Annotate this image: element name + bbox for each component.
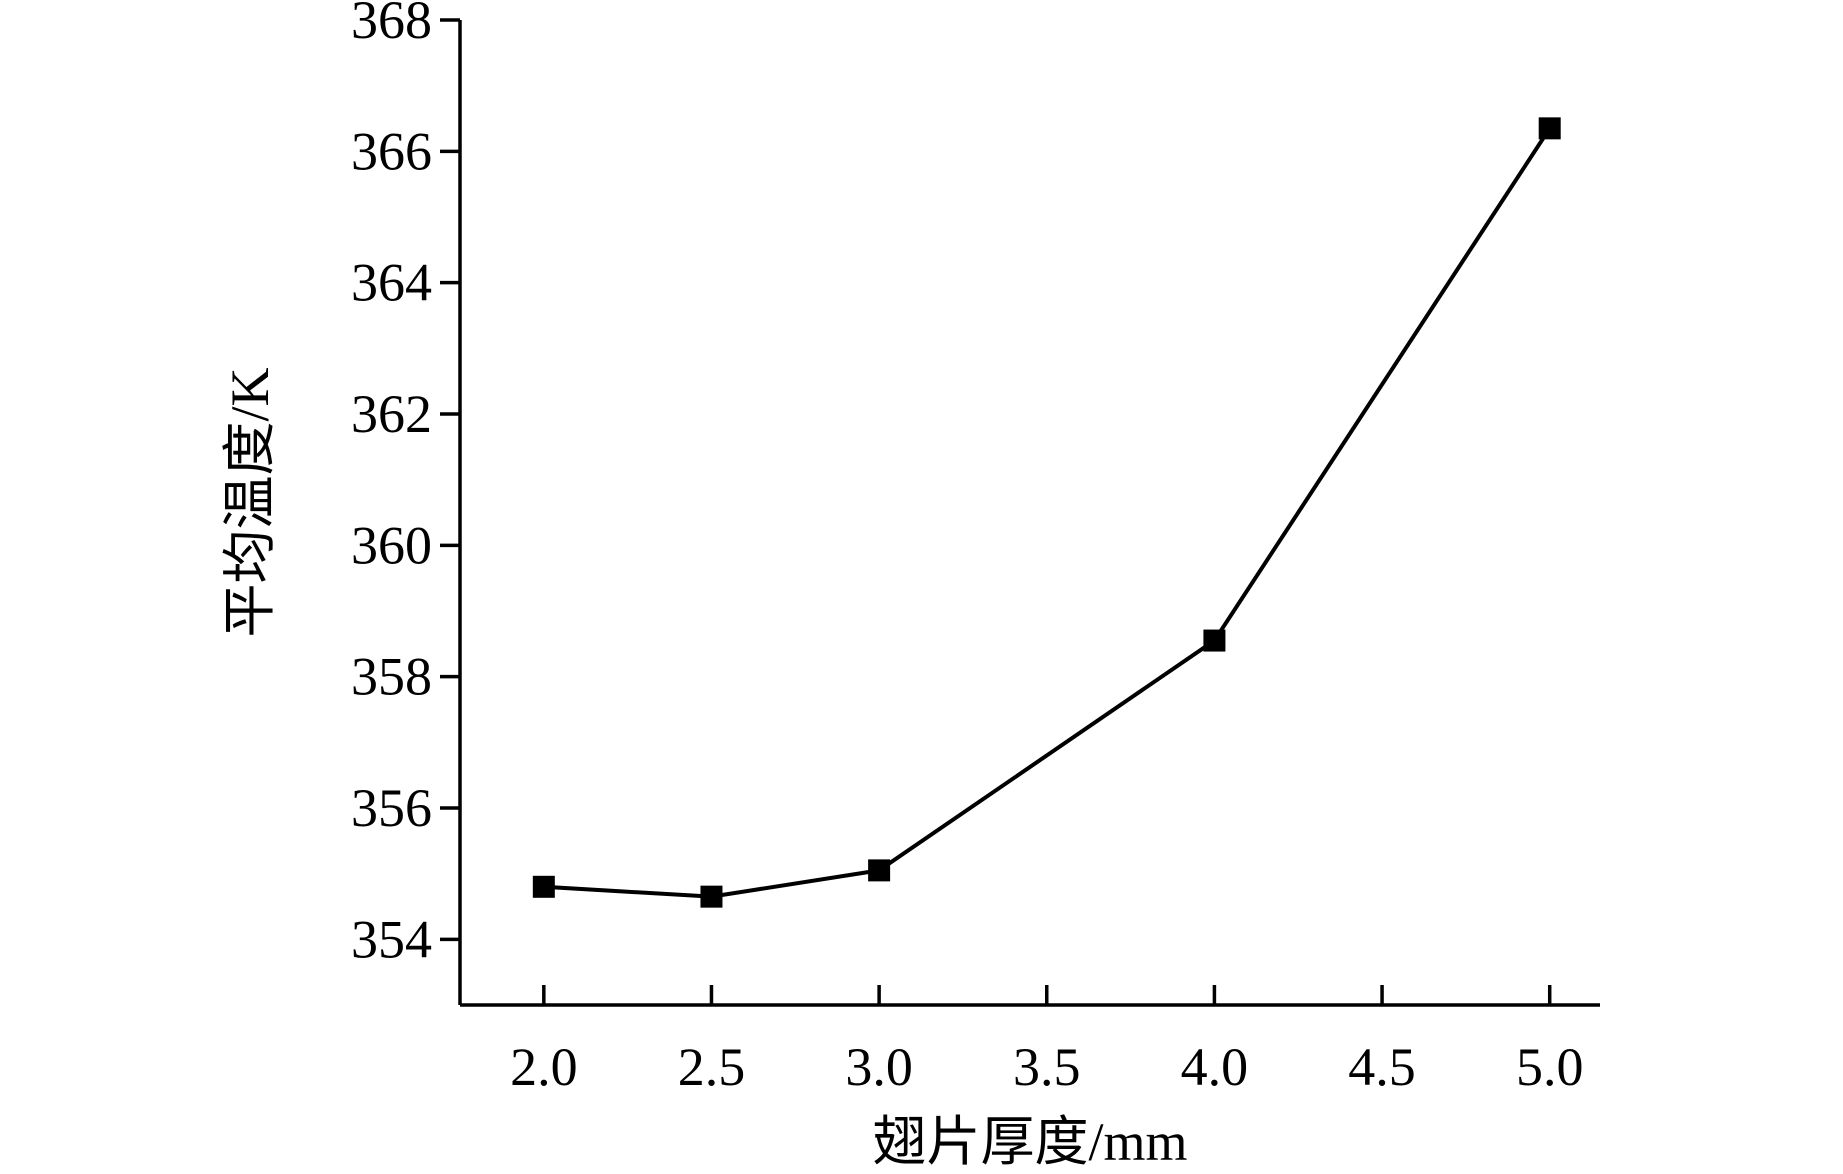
x-axis-title: 翅片厚度/mm: [872, 1112, 1187, 1169]
data-point-marker: [1538, 117, 1561, 140]
y-tick-label: 366: [351, 121, 432, 181]
axes: [458, 20, 1600, 1007]
y-tick-label: 358: [351, 647, 432, 707]
x-tick-label: 2.5: [678, 1037, 746, 1097]
y-tick-label: 364: [351, 253, 432, 313]
x-tick-label: 3.5: [1013, 1037, 1081, 1097]
series: [532, 117, 1561, 908]
x-tick-label: 4.5: [1348, 1037, 1416, 1097]
y-tick-label: 368: [351, 0, 432, 50]
y-tick-label: 360: [351, 515, 432, 575]
y-axis-title: 平均温度/K: [220, 367, 280, 637]
x-tick-label: 3.0: [845, 1037, 913, 1097]
y-tick-label: 354: [351, 909, 432, 969]
y-tick-label: 362: [351, 384, 432, 444]
ticks: 354 356 358 360 362 364 366 368 2.0 2.5 3.0 3.5 4.0 4…: [351, 0, 1583, 1097]
x-tick-label: 4.0: [1181, 1037, 1249, 1097]
x-tick-label: 2.0: [510, 1037, 578, 1097]
y-tick-label: 356: [351, 778, 432, 838]
data-point-marker: [868, 859, 891, 882]
data-point-marker: [1203, 629, 1226, 652]
series-line: [543, 127, 1552, 899]
data-point-marker: [700, 885, 723, 908]
x-tick-label: 5.0: [1516, 1037, 1584, 1097]
data-point-marker: [532, 875, 555, 898]
